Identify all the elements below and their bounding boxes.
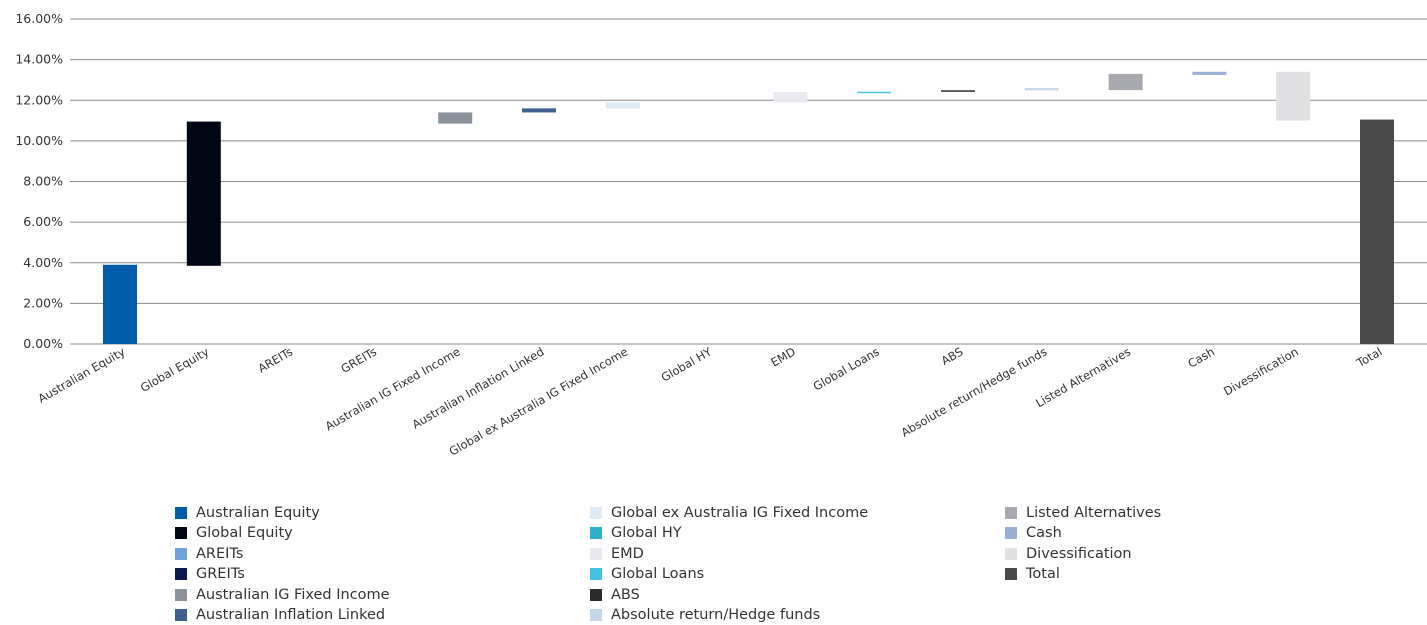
y-tick-label: 10.00% [15, 133, 63, 148]
bar [1192, 71, 1227, 75]
bar [1108, 73, 1143, 91]
bar [438, 112, 473, 124]
bar [773, 92, 808, 103]
x-tick-label: AREITs [256, 344, 296, 375]
bar [1360, 119, 1394, 344]
y-tick-label: 14.00% [15, 52, 63, 67]
x-tick-label: GREITs [338, 344, 379, 375]
y-tick-label: 8.00% [23, 174, 63, 189]
bar [605, 102, 640, 109]
bar [941, 90, 975, 92]
x-tick-label: Listed Alternatives [1033, 344, 1133, 410]
x-tick-label: Total [1353, 344, 1384, 370]
x-tick-label: Global Equity [138, 344, 212, 395]
bar [1276, 71, 1311, 121]
bar [1024, 88, 1059, 91]
bars [103, 71, 1394, 344]
x-tick-label: Australian IG Fixed Income [323, 344, 463, 433]
x-tick-label: Absolute return/Hedge funds [899, 344, 1050, 439]
x-tick-label: Global Loans [811, 344, 882, 393]
x-tick-label: ABS [939, 344, 966, 368]
y-tick-label: 0.00% [23, 336, 63, 351]
x-tick-label: Global HY [659, 344, 715, 385]
x-tick-label: Cash [1185, 344, 1217, 370]
bar [522, 108, 556, 113]
y-tick-label: 6.00% [23, 214, 63, 229]
x-axis-tick-labels: Australian Equity Global Equity AREITs GREI… [35, 344, 1384, 459]
bar [857, 91, 892, 94]
x-tick-label: Australian Equity [35, 344, 127, 405]
y-tick-label: 4.00% [23, 255, 63, 270]
y-tick-label: 16.00% [15, 11, 63, 26]
x-tick-label: Global ex Australia IG Fixed Income [447, 344, 631, 458]
y-tick-label: 12.00% [15, 92, 63, 107]
gridlines [70, 18, 1427, 345]
x-tick-label: Divessification [1221, 344, 1301, 398]
bar [186, 121, 221, 266]
x-tick-label: Australian Inflation Linked [410, 344, 547, 431]
y-axis-tick-labels: 0.00% 2.00% 4.00% 6.00% 8.00% 10.00% 12.00% 14.… [15, 11, 63, 351]
bar [103, 264, 137, 344]
y-tick-label: 2.00% [23, 295, 63, 310]
x-tick-label: EMD [768, 344, 798, 369]
